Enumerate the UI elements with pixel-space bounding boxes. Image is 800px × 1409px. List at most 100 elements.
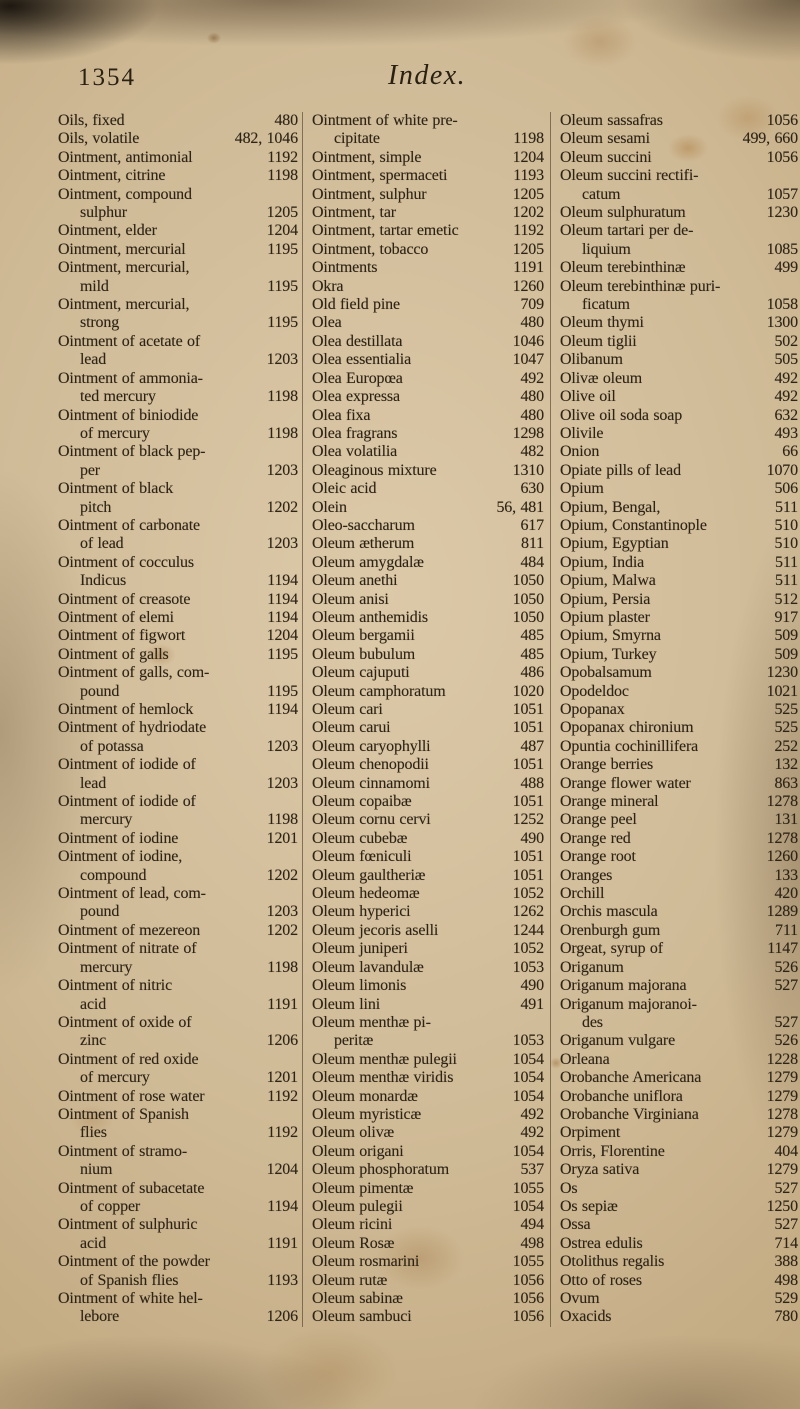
entry-term: Oils, volatile [58,130,140,148]
index-entry: Ointment of oxide of zinc 1206 [58,1014,298,1051]
entry-term: Ointment of figwort [58,627,186,645]
entry-page-number: 1195 [267,645,298,663]
entry-term: Oleum succini rectifi- catum [560,167,699,203]
entry-term: Opobalsamum [560,664,652,682]
entry-page-number: 1052 [512,885,545,903]
entry-page-number: 780 [774,1308,798,1326]
entry-term: Orris, Florentine [560,1142,665,1160]
entry-page-number: 499, 660 [742,130,799,148]
entry-page-number: 1192 [513,222,544,240]
entry-page-number: 1056 [512,1290,545,1307]
entry-term: Ointment of ammonia- ted mercury [58,369,203,406]
index-entry: Oranges 133 [560,867,798,885]
entry-term: Orange flower water [560,774,691,792]
index-entry: Olibanum 505 [560,351,798,369]
index-entry: Orpiment 1279 [560,1124,798,1142]
entry-page-number: 1054 [512,1050,545,1068]
index-entry: Oleum rutæ 1056 [312,1272,544,1290]
entry-term: Ointment, spermaceti [312,167,448,185]
index-entry: Olivæ oleum 492 [560,370,798,388]
entry-term: Olea expressa [312,388,400,406]
index-entry: Oils, fixed 480 [58,112,298,130]
entry-page-number: 1194 [267,1197,298,1215]
entry-term: Ointment of creasote [58,590,191,608]
page-header: 1354 Index. [0,0,800,112]
entry-page-number: 1206 [266,1032,299,1050]
entry-page-number: 1051 [512,756,545,774]
entry-page-number: 1194 [267,590,298,608]
index-entry: Ointment, tar 1202 [312,204,544,222]
index-entry: Oleum tiglii 502 [560,333,798,351]
index-entry: Ointment of red oxide of mercury 1201 [58,1051,298,1088]
entry-term: Ointment of biniodide of mercury [58,406,199,442]
entry-page-number: 1195 [267,240,298,258]
entry-term: Otolithus regalis [560,1253,665,1271]
entry-term: Opopanax [560,701,625,718]
entry-term: Opium, Malwa [560,572,656,590]
entry-page-number: 1198 [267,958,298,976]
entry-term: Opopanax chironium [560,719,694,737]
entry-page-number: 1192 [267,1124,298,1142]
entry-page-number: 529 [774,1290,798,1307]
entry-term: Old field pine [312,296,400,314]
index-entry: Olea destillata 1046 [312,333,544,351]
index-entry: Ointment of stramo- nium 1204 [58,1143,298,1180]
entry-term: Opiate pills of lead [560,461,681,479]
entry-page-number: 1228 [766,1050,799,1068]
index-entry: Oleum anisi 1050 [312,591,544,609]
entry-page-number: 480 [520,314,544,332]
entry-term: Oleum jecoris aselli [312,921,439,939]
entry-page-number: 1260 [512,277,545,295]
index-entry: Opodeldoc 1021 [560,683,798,701]
entry-term: Ointment, tartar emetic [312,222,459,240]
index-entry: Ointment of galls 1195 [58,646,298,664]
entry-term: Olive oil soda soap [560,406,683,424]
index-entry: Ointment, citrine 1198 [58,167,298,185]
entry-term: Oleum tiglii [560,332,637,350]
entry-term: Olein [312,498,347,516]
entry-page-number: 487 [520,737,544,755]
entry-term: Olive oil [560,388,616,406]
entry-term: Opium plaster [560,608,650,626]
entry-page-number: 492 [520,1124,544,1142]
entry-page-number: 480 [520,406,544,424]
entry-page-number: 1194 [267,701,298,718]
entry-term: Oleum anthemidis [312,608,428,626]
index-entry: Opium, Persia 512 [560,591,798,609]
entry-term: Oleum bubulum [312,645,416,663]
entry-page-number: 1230 [766,204,799,222]
entry-term: Orange berries [560,756,654,774]
index-entry: Opopanax chironium 525 [560,719,798,737]
entry-page-number: 526 [774,958,798,976]
entry-term: Oxacids [560,1308,612,1326]
index-entry: Opium plaster 917 [560,609,798,627]
entry-page-number: 1194 [267,572,298,590]
entry-term: Oleum monardæ [312,1087,418,1105]
entry-term: Oleum pulegii [312,1197,403,1215]
index-entry: Oleum fœniculi 1051 [312,848,544,866]
entry-term: Oleum ricini [312,1216,393,1234]
index-entry: Oleum cajuputi 486 [312,664,544,682]
entry-term: Orange red [560,829,631,847]
entry-page-number: 1202 [266,921,299,939]
entry-page-number: 714 [774,1234,798,1252]
index-entry: Orange peel 131 [560,811,798,829]
entry-page-number: 1194 [267,608,298,626]
entry-page-number: 1201 [266,1069,299,1087]
entry-page-number: 711 [775,921,798,939]
entry-term: Oleum sassafras [560,112,663,129]
entry-term: Opium, India [560,553,645,571]
index-entry: Opuntia cochinillifera 252 [560,738,798,756]
entry-page-number: 525 [774,701,798,718]
entry-page-number: 1230 [766,664,799,682]
entry-page-number: 1055 [512,1253,545,1271]
entry-term: Oryza sativa [560,1161,640,1179]
entry-term: Oleo-saccharum [312,516,415,534]
entry-term: Ointment, compound sulphur [58,185,192,222]
entry-page-number: 1202 [512,204,545,222]
entry-term: Ointment of iodine [58,829,179,847]
index-entry: Oleum rosmarini 1055 [312,1253,544,1271]
entry-term: Oleic acid [312,480,377,498]
entry-page-number: 1205 [266,204,299,222]
